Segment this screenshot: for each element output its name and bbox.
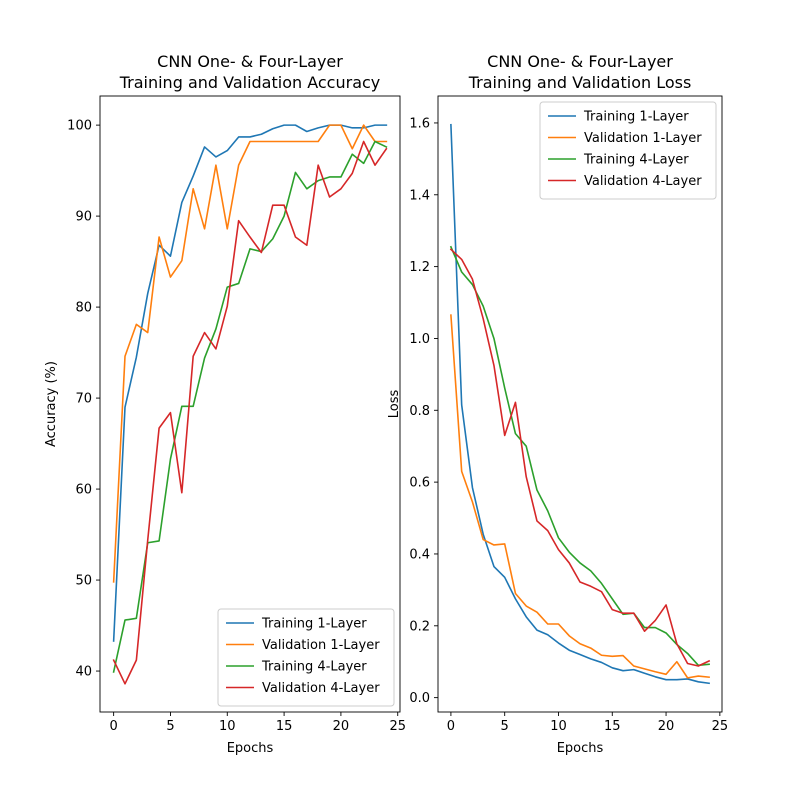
loss-x-tick-label: 20	[658, 719, 675, 734]
accuracy-y-tick-label: 60	[75, 483, 92, 498]
loss-x-tick-label: 25	[712, 719, 729, 734]
loss-y-axis-label: Loss	[387, 390, 402, 419]
loss-title-line-2: Training and Validation Loss	[468, 73, 692, 92]
loss-legend-label: Training 1-Layer	[583, 110, 689, 125]
loss-axes-frame	[437, 95, 723, 713]
loss-legend-label: Validation 1-Layer	[584, 131, 702, 146]
accuracy-x-tick-label: 20	[333, 719, 350, 734]
accuracy-x-tick-label: 10	[219, 719, 236, 734]
accuracy-series-line-validation-4-layer	[112, 140, 388, 685]
loss-y-tick-label: 0.6	[409, 476, 430, 491]
loss-series-line-validation-1-layer	[450, 314, 710, 679]
loss-y-tick-label: 0.0	[409, 691, 430, 706]
accuracy-legend: Training 1-Layer Validation 1-Layer Traini…	[217, 608, 395, 707]
loss-y-tick-label: 1.2	[409, 260, 430, 275]
loss-x-tick-label: 5	[501, 719, 509, 734]
loss-x-axis-label: Epochs	[557, 741, 604, 756]
accuracy-legend-label: Training 4-Layer	[261, 660, 367, 675]
accuracy-legend-label: Validation 1-Layer	[262, 638, 380, 653]
accuracy-x-tick-label: 0	[109, 719, 117, 734]
accuracy-x-tick-label: 5	[166, 719, 174, 734]
loss-y-tick-label: 1.4	[409, 188, 430, 203]
accuracy-y-tick-label: 70	[75, 392, 92, 407]
loss-chart: CNN One- & Four-Layer Training and Valida…	[387, 52, 728, 756]
loss-legend-box	[539, 101, 717, 200]
loss-series-line-training-1-layer	[450, 123, 710, 685]
accuracy-axes-frame	[99, 95, 401, 713]
loss-x-tick-label: 10	[550, 719, 567, 734]
accuracy-y-tick-label: 40	[75, 665, 92, 680]
loss-title-line-1: CNN One- & Four-Layer	[487, 52, 673, 71]
loss-y-tick-label: 0.4	[409, 547, 430, 562]
loss-legend-label: Validation 4-Layer	[584, 174, 702, 189]
loss-legend: Training 1-Layer Validation 1-Layer Traini…	[539, 101, 717, 200]
loss-x-tick-label: 0	[447, 719, 455, 734]
loss-y-tick-label: 0.8	[409, 404, 430, 419]
accuracy-chart: CNN One- & Four-Layer Training and Valida…	[44, 52, 406, 756]
accuracy-y-tick-label: 90	[75, 210, 92, 225]
loss-y-tick-label: 0.2	[409, 619, 430, 634]
loss-y-tick-label: 1.0	[409, 332, 430, 347]
accuracy-y-tick-label: 80	[75, 301, 92, 316]
accuracy-title-line-2: Training and Validation Accuracy	[119, 73, 381, 92]
accuracy-x-tick-label: 25	[389, 719, 406, 734]
accuracy-y-tick-label: 100	[67, 119, 92, 134]
accuracy-title-line-1: CNN One- & Four-Layer	[157, 52, 343, 71]
accuracy-series-line-training-4-layer	[112, 140, 388, 673]
accuracy-y-axis-label: Accuracy (%)	[44, 361, 59, 447]
accuracy-legend-label: Training 1-Layer	[261, 617, 367, 632]
accuracy-y-tick-label: 50	[75, 574, 92, 589]
loss-series-line-validation-4-layer	[449, 248, 711, 667]
loss-x-tick-label: 15	[604, 719, 621, 734]
accuracy-legend-box	[217, 608, 395, 707]
accuracy-legend-label: Validation 4-Layer	[262, 681, 380, 696]
accuracy-series-line-validation-1-layer	[112, 124, 388, 583]
loss-y-tick-label: 1.6	[409, 116, 430, 131]
loss-legend-label: Training 4-Layer	[583, 153, 689, 168]
accuracy-x-tick-label: 15	[276, 719, 293, 734]
loss-series-line-training-4-layer	[449, 245, 710, 667]
accuracy-x-axis-label: Epochs	[227, 741, 274, 756]
